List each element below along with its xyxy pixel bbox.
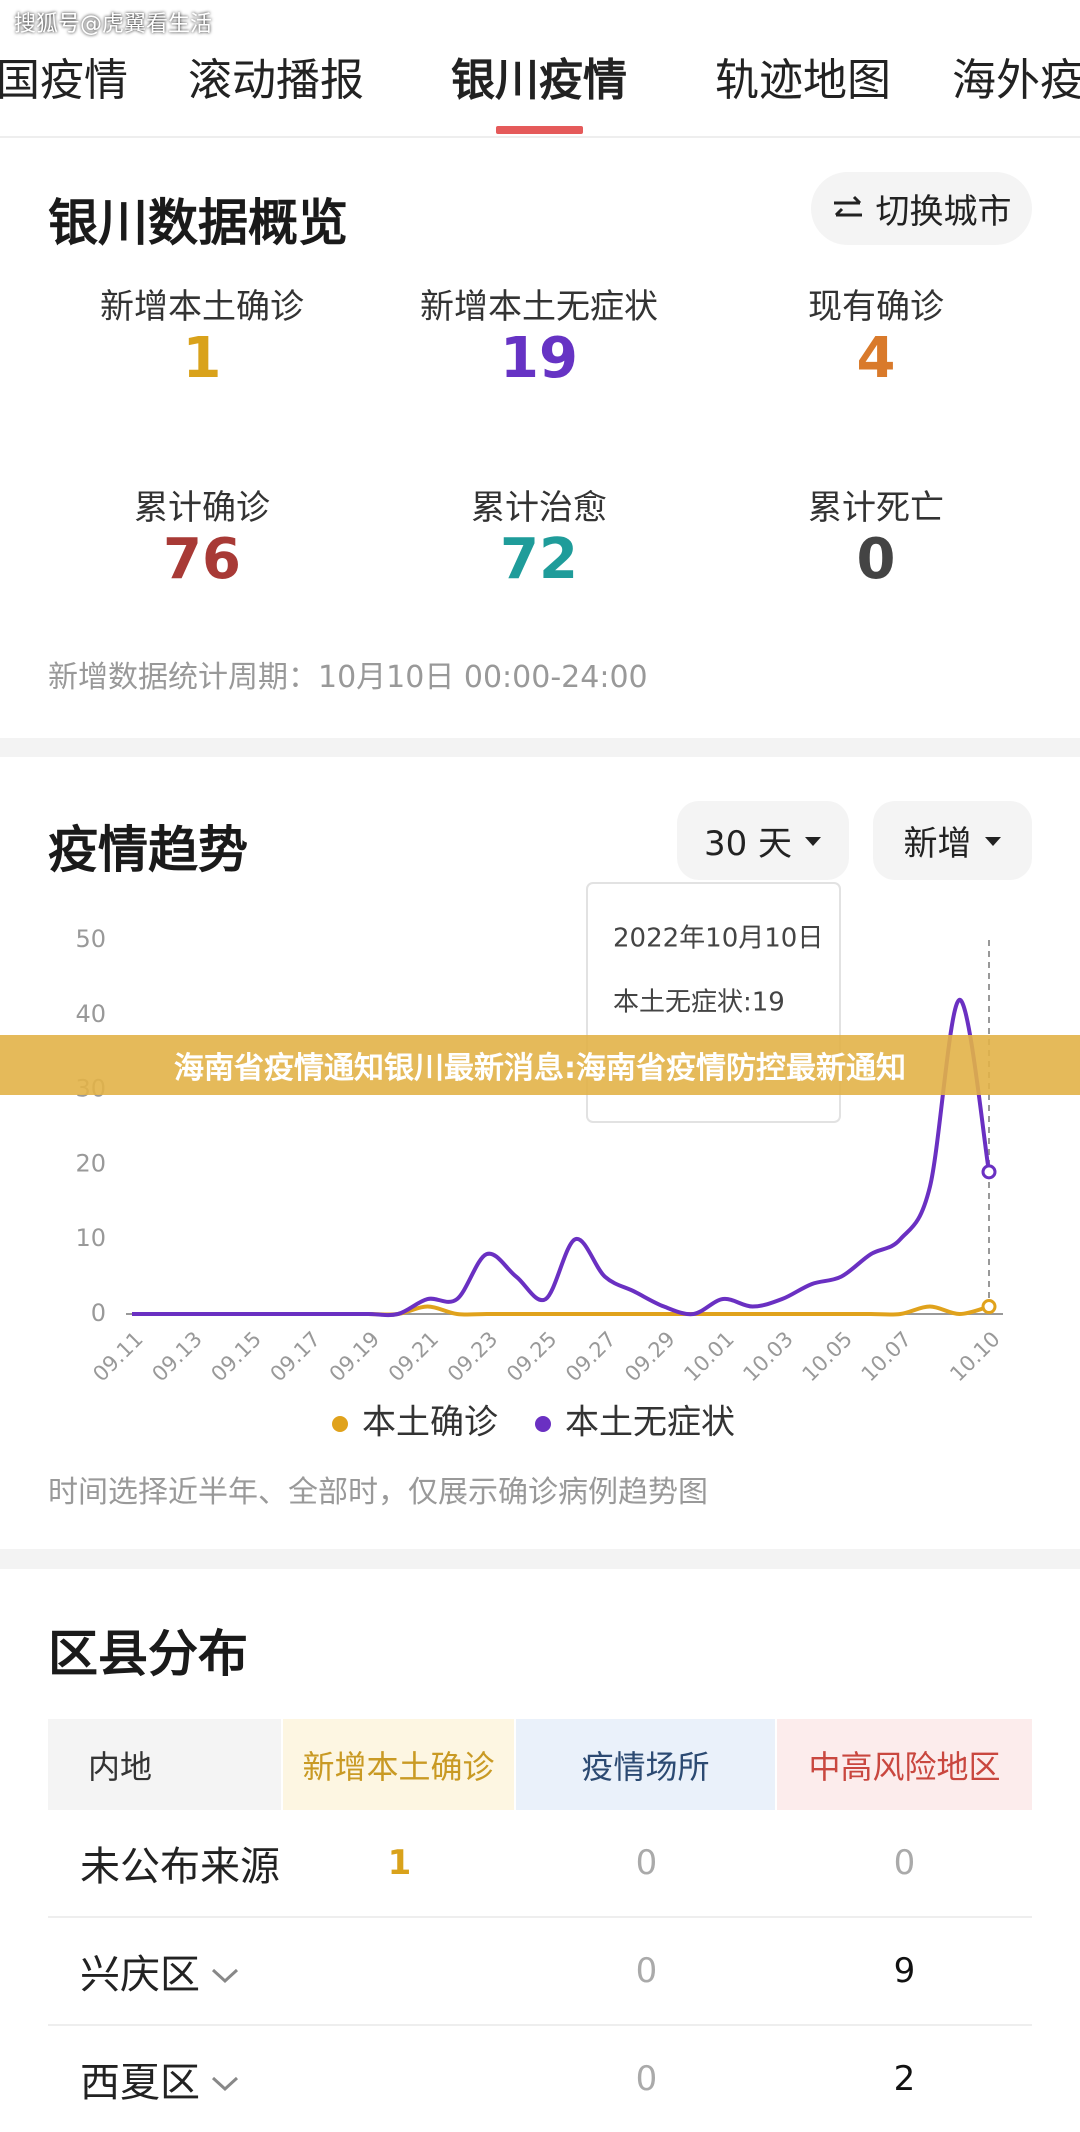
banner: 海南省疫情通知银川最新消息:海南省疫情防控最新通知 [0,1035,1080,1095]
stat-value: 19 [500,326,578,391]
stat-label: 现有确诊 [808,287,944,327]
x-tick-label: 10.05 [798,1327,857,1386]
cell-value: 1 [387,1843,412,1883]
legend-label: 本土无症状 [565,1403,735,1441]
x-tick-label: 09.11 [88,1327,147,1386]
row-divider [48,1916,1032,1918]
tab[interactable]: 轨迹地图 [715,55,891,106]
x-tick-label: 09.27 [561,1327,620,1386]
stat-value: 4 [856,326,896,391]
dropdown-label: 新增 [903,824,972,864]
cell-value: 0 [893,1843,916,1883]
point-marker [981,1299,997,1315]
cell-value: 0 [635,1951,658,1991]
x-tick-label: 09.25 [502,1327,561,1386]
tooltip-date: 2022年10月10日 [613,924,823,954]
stat-label: 新增本土确诊 [100,287,304,327]
row-name[interactable]: 西夏区 [80,2060,200,2106]
point-marker [981,1164,997,1180]
legend-swatch [535,1416,551,1432]
separator [0,1549,1080,1569]
table-header: 内地 [48,1719,281,1810]
note: 新增数据统计周期：10月10日 00:00-24:00 [48,660,648,695]
switch-city-button[interactable]: 切换城市 [811,172,1032,245]
metric-dropdown[interactable]: 新增 [873,801,1032,880]
section-title: 疫情趋势 [48,821,248,879]
tab[interactable]: 全国疫情 [0,55,128,106]
tab[interactable]: 滚动播报 [188,55,364,106]
cell-value: 2 [893,2059,916,2099]
table-header: 疫情场所 [516,1719,775,1810]
cell-value: 0 [635,2059,658,2099]
stat-value: 76 [163,527,241,592]
tab[interactable]: 海外疫情 [952,55,1080,106]
separator [0,738,1080,757]
y-tick-label: 0 [91,1299,106,1327]
banner-text: 海南省疫情通知银川最新消息:海南省疫情防控最新通知 [174,1051,906,1086]
caret [984,836,1001,846]
table-header: 新增本土确诊 [283,1719,514,1810]
series-line [132,997,991,1318]
tab-indicator [496,126,583,134]
stat-value: 1 [182,326,222,391]
x-tick-label: 09.15 [206,1327,265,1386]
stat-value: 0 [856,527,896,592]
watermark: 搜狐号@虎翼看生活 [14,12,213,37]
button-label: 切换城市 [875,192,1012,232]
stat-value: 72 [500,527,578,592]
stat-label: 新增本土无症状 [420,287,658,327]
caret [805,836,822,846]
x-tick-label: 10.07 [857,1327,916,1386]
section-title: 区县分布 [48,1625,248,1683]
y-tick-label: 10 [75,1224,106,1252]
x-tick-label: 09.29 [620,1327,679,1386]
tooltip-label: 本土无症状:19 [613,988,785,1018]
legend-label: 本土确诊 [362,1403,498,1441]
cell-value: 0 [635,1843,658,1883]
y-tick-label: 50 [75,925,106,953]
expand-icon [211,1968,239,1984]
x-tick-label: 09.19 [325,1327,384,1386]
dropdown-label: 30 天 [703,824,793,864]
tab-bar: 全国疫情 滚动播报 银川疫情 轨迹地图 海外疫情 [0,0,1080,138]
x-tick-label: 09.13 [147,1327,206,1386]
row-name[interactable]: 兴庆区 [80,1952,200,1998]
row-name: 未公布来源 [80,1844,280,1890]
note: 时间选择近半年、全部时，仅展示确诊病例趋势图 [48,1475,708,1510]
cell-value: 9 [893,1951,916,1991]
stat-label: 累计确诊 [134,488,270,528]
x-tick-label: 09.21 [384,1327,443,1386]
tab-active[interactable]: 银川疫情 [451,55,627,106]
range-dropdown[interactable]: 30 天 [677,801,849,880]
stat-label: 累计治愈 [471,488,607,528]
y-tick-label: 40 [75,1000,106,1028]
x-tick-label: 09.17 [266,1327,325,1386]
x-tick-label: 09.23 [443,1327,502,1386]
switch-icon [833,195,862,216]
x-tick-label: 10.01 [679,1327,738,1386]
table-header: 中高风险地区 [777,1719,1032,1810]
chart: 0102030405009.1109.1309.1509.1709.1909.2… [75,882,1005,1441]
x-tick-label: 10.10 [945,1327,1004,1386]
section-title: 银川数据概览 [48,194,348,252]
stat-label: 累计死亡 [808,488,944,528]
x-tick-label: 10.03 [738,1327,797,1386]
expand-icon [211,2076,239,2092]
y-tick-label: 20 [75,1149,106,1177]
row-divider [48,2024,1032,2026]
legend-swatch [332,1416,348,1432]
